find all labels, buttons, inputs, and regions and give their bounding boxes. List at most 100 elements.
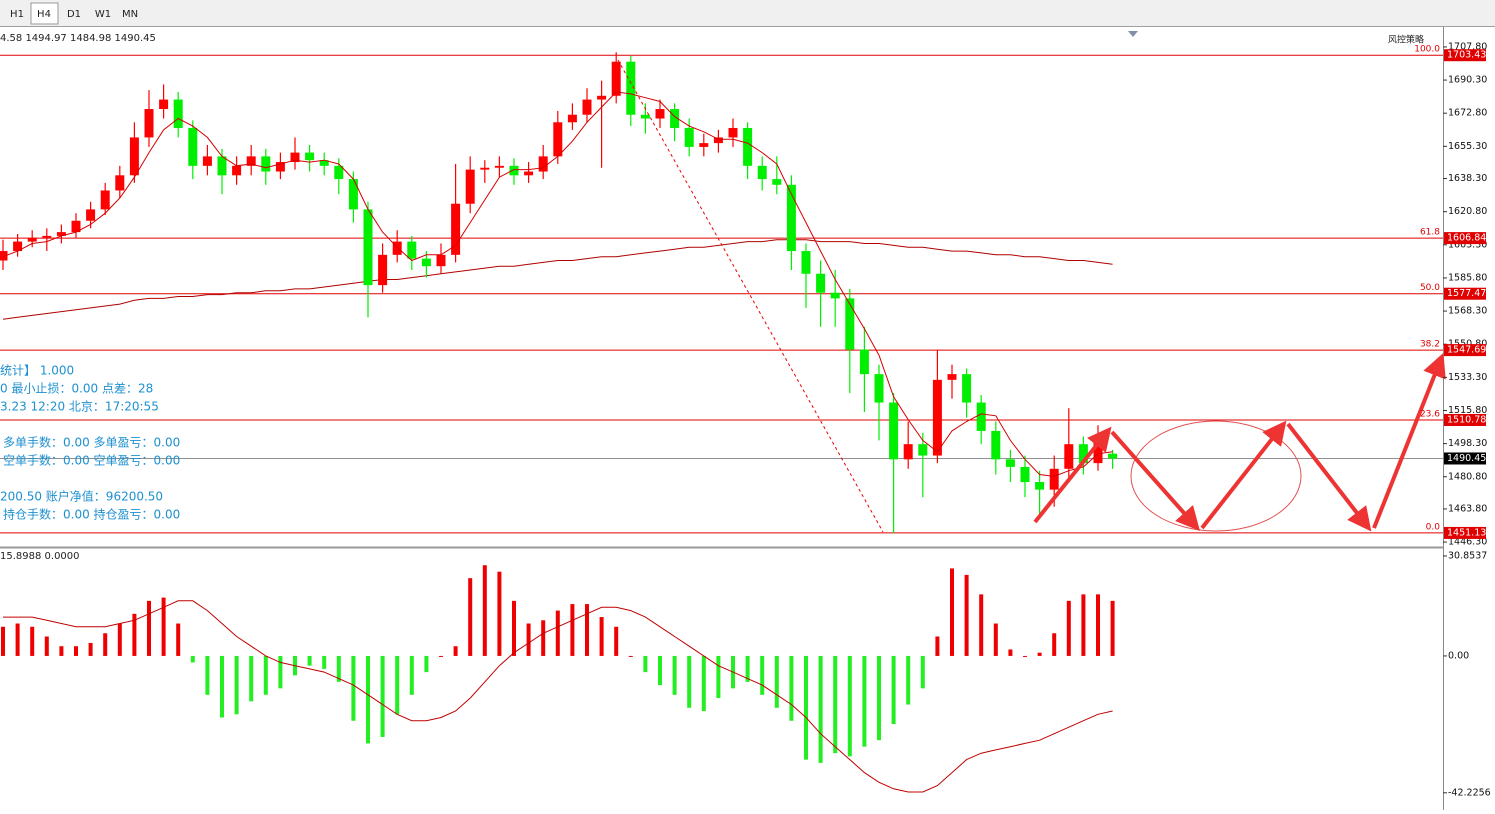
histogram-bar: [920, 655, 925, 689]
y-tick-label: 1603.30: [1448, 239, 1487, 250]
candle-body: [392, 241, 402, 255]
arrow: [1110, 430, 1200, 531]
info-line: 持仓手数：0.00 持仓盈亏：0.00: [3, 507, 180, 522]
candle-body: [757, 165, 767, 180]
histogram-bar: [599, 617, 604, 656]
candle-body: [845, 298, 855, 350]
info-line: 0 最小止损：0.00 点差：28: [0, 382, 153, 396]
candle-body: [100, 190, 110, 210]
histogram-bar: [687, 655, 692, 708]
candle-body: [743, 127, 753, 166]
histogram-bar: [234, 655, 239, 715]
timeframe-button[interactable]: MN: [122, 9, 138, 20]
candle-body: [582, 99, 592, 115]
histogram-bar: [614, 626, 619, 656]
histogram-bar: [716, 655, 721, 699]
fib-price-label: 1547.69: [1447, 345, 1486, 356]
histogram-bar: [658, 655, 662, 686]
candle-body: [597, 95, 607, 100]
arrow: [1372, 352, 1446, 529]
histogram-bar: [307, 655, 312, 666]
signal-line: [3, 600, 1113, 793]
y-tick-label: 1515.80: [1448, 405, 1487, 416]
candle-body: [465, 169, 475, 204]
candle-body: [859, 349, 869, 375]
fib-price-label: 1510.78: [1447, 414, 1486, 425]
histogram-bar: [804, 655, 808, 760]
histogram-bar: [1110, 600, 1115, 656]
timeframe-button[interactable]: H4: [37, 9, 51, 20]
candle-body: [524, 171, 534, 176]
fib-price-label: 1451.13: [1447, 527, 1486, 538]
candle-body: [1020, 466, 1030, 483]
candle-body: [334, 165, 344, 180]
histogram-bar: [482, 565, 487, 656]
y-tick-label: 1690.30: [1448, 75, 1487, 86]
candle-body: [378, 254, 388, 286]
candle-body: [1078, 444, 1088, 464]
histogram-bar: [993, 623, 998, 656]
histogram-bar: [628, 655, 633, 657]
trend-line: [617, 59, 884, 533]
candle-body: [144, 109, 154, 138]
histogram-bar: [117, 623, 122, 656]
histogram-bar: [1, 626, 5, 656]
timeframe-button[interactable]: D1: [67, 9, 81, 20]
arrow: [1286, 422, 1372, 532]
candle-body: [407, 241, 417, 259]
indicator-tick-label: 30.8537: [1448, 550, 1487, 561]
histogram-bar: [176, 623, 181, 656]
ma-long-line: [2, 239, 1113, 320]
candle-body: [436, 254, 446, 267]
fib-price-label: 1577.47: [1447, 288, 1486, 299]
y-tick-label: 1480.80: [1448, 471, 1487, 482]
candle-body: [71, 220, 81, 233]
candle-body: [1005, 459, 1015, 467]
histogram-bar: [220, 655, 224, 718]
timeframe-button[interactable]: W1: [95, 9, 111, 20]
histogram-bar: [541, 620, 546, 656]
y-tick-label: 1638.30: [1448, 173, 1487, 184]
histogram-bar: [512, 600, 516, 656]
indicator-tick-label: 0.00: [1448, 650, 1469, 661]
histogram-bar: [497, 571, 502, 656]
fib-level-label: 0.0: [1426, 522, 1441, 532]
y-tick-label: 1568.30: [1448, 306, 1487, 317]
histogram-bar: [453, 646, 458, 656]
histogram-bar: [906, 655, 911, 705]
candle-body: [830, 292, 840, 299]
candle-body: [232, 165, 242, 176]
histogram-bar: [891, 655, 896, 724]
plot: [0, 52, 1443, 793]
price-tag: [1444, 232, 1486, 245]
candle-body: [903, 444, 913, 460]
candle-body: [786, 184, 796, 252]
histogram-bar: [263, 655, 268, 695]
candle-body: [261, 156, 271, 172]
fib-level-label: 50.0: [1420, 283, 1440, 293]
candle-body: [42, 235, 52, 238]
candle-body: [538, 156, 548, 172]
price-tag: [1444, 344, 1486, 357]
candle-body: [173, 99, 183, 128]
histogram-bar: [424, 655, 429, 673]
candle-body: [991, 430, 1001, 460]
histogram-bar: [380, 655, 385, 737]
histogram-bar: [395, 655, 400, 715]
candle-body: [159, 99, 169, 110]
candle-body: [1064, 444, 1074, 469]
candle-body: [918, 444, 928, 456]
histogram-bar: [1052, 633, 1057, 656]
candle-body: [699, 143, 709, 147]
fib-level-label: 38.2: [1420, 340, 1440, 350]
histogram-bar: [249, 655, 254, 702]
histogram-bar: [147, 600, 151, 656]
histogram-bar: [877, 655, 881, 741]
fib-level-label: 100.0: [1414, 45, 1440, 55]
timeframe-button[interactable]: H1: [10, 9, 24, 20]
fib-level-label: 23.6: [1420, 409, 1440, 419]
candle-body: [494, 165, 504, 168]
histogram-bar: [278, 655, 283, 689]
candle-body: [889, 402, 899, 460]
